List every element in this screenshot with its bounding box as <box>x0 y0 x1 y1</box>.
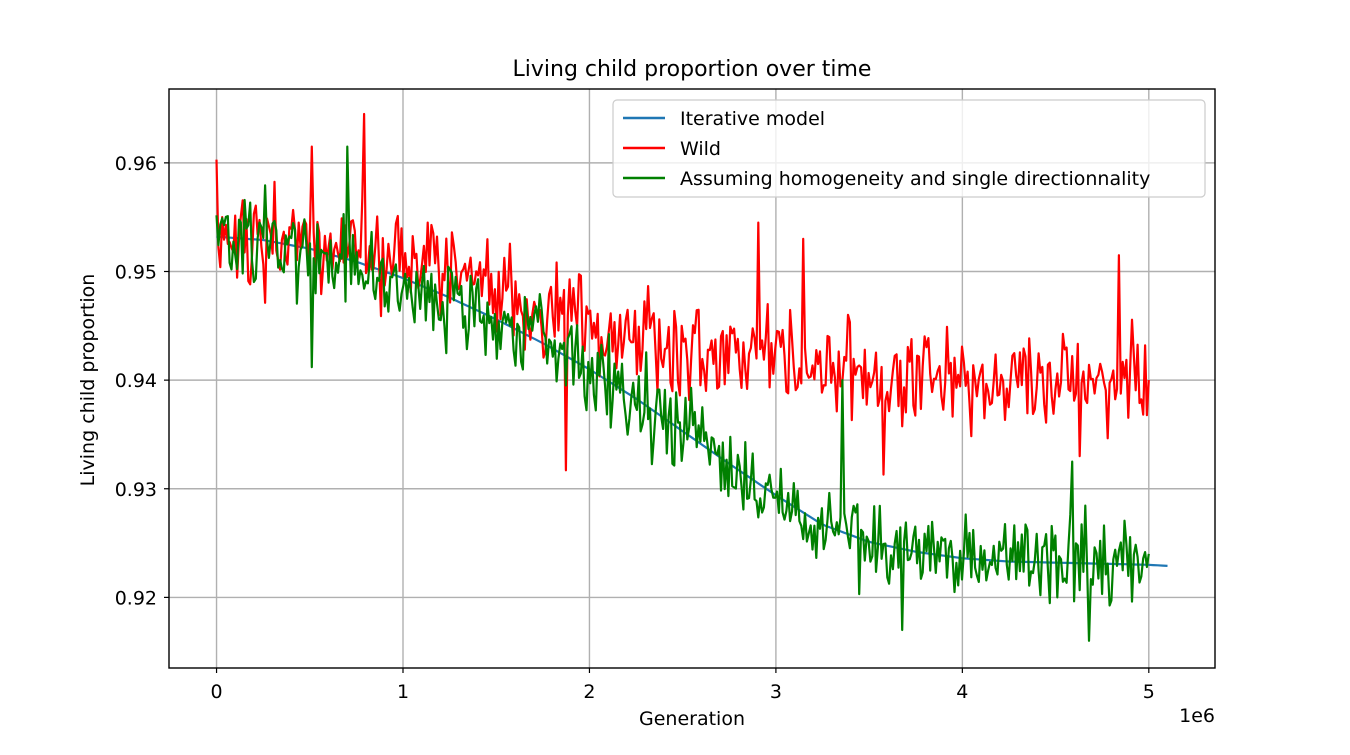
legend-label: Iterative model <box>680 108 825 130</box>
series-line-homogeneity-assumption <box>215 145 1150 642</box>
y-tick-label: 0.94 <box>115 370 157 392</box>
legend-label: Assuming homogeneity and single directio… <box>680 168 1150 190</box>
x-axis-label: Generation <box>639 708 745 730</box>
y-tick-label: 0.92 <box>115 587 157 609</box>
y-tick-label: 0.96 <box>115 153 157 175</box>
x-tick-label: 4 <box>956 681 968 703</box>
y-tick-label: 0.93 <box>115 479 157 501</box>
x-tick-label: 5 <box>1143 681 1155 703</box>
x-axis: 0 1 2 3 4 5 <box>210 668 1155 703</box>
x-tick-label: 3 <box>770 681 782 703</box>
y-axis-label: Living child proportion <box>77 274 99 487</box>
legend-label: Wild <box>680 138 721 160</box>
y-axis: 0.92 0.93 0.94 0.95 0.96 <box>115 153 169 609</box>
plot-frame <box>168 88 1216 669</box>
plot-area <box>215 112 1168 642</box>
x-tick-label: 1 <box>397 681 409 703</box>
series-layer <box>215 112 1168 642</box>
x-tick-label: 2 <box>583 681 595 703</box>
x-axis-offset-label: 1e6 <box>1179 705 1215 727</box>
y-tick-label: 0.95 <box>115 261 157 283</box>
chart-title: Living child proportion over time <box>513 57 872 82</box>
legend: Iterative model Wild Assuming homogeneity … <box>612 99 1206 198</box>
x-tick-label: 0 <box>210 681 222 703</box>
legend-box <box>612 99 1206 198</box>
